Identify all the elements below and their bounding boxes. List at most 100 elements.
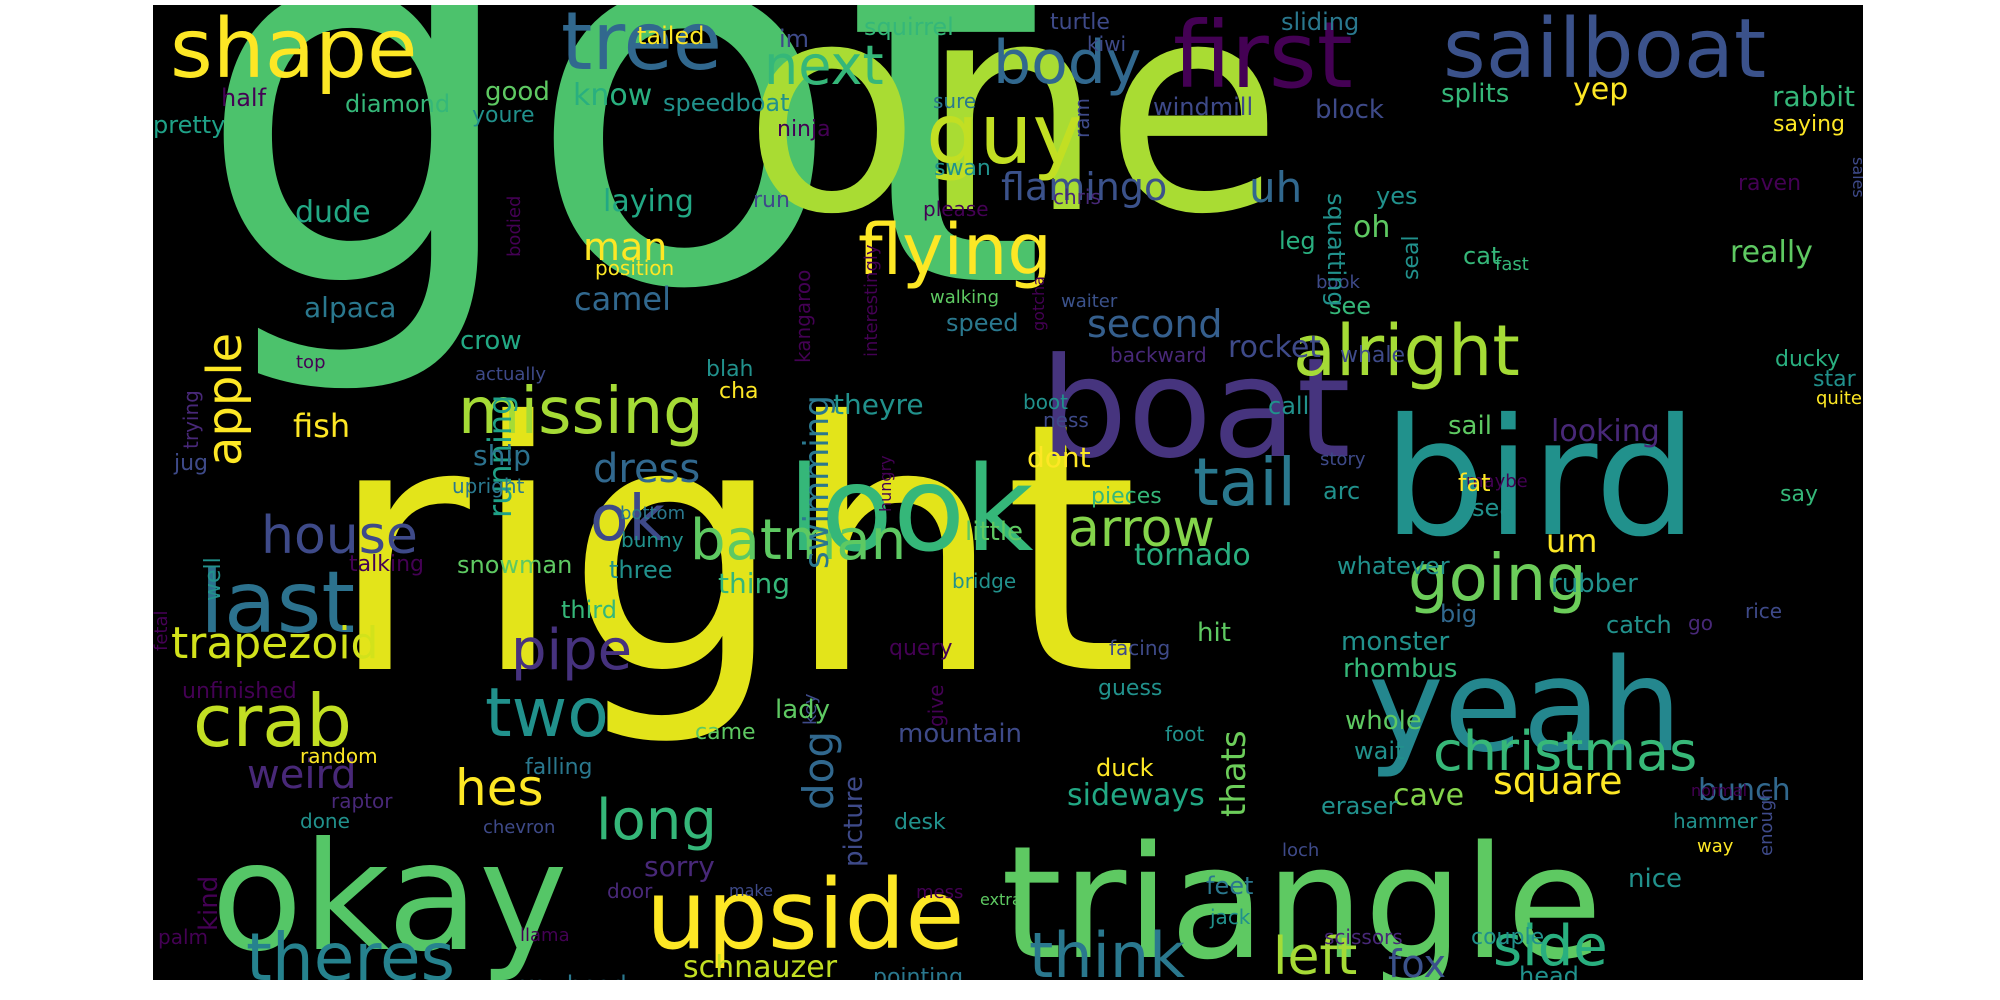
cloud-word-catch: catch — [1606, 611, 1672, 639]
cloud-word-rhombus: rhombus — [1343, 654, 1458, 684]
cloud-word-sailboat: sailboat — [1443, 5, 1767, 97]
cloud-word-unfinished: unfinished — [182, 679, 297, 704]
cloud-word-next: next — [764, 34, 884, 97]
cloud-word-whale: whale — [1340, 343, 1406, 368]
cloud-word-quite: quite — [1816, 388, 1862, 409]
cloud-word-query: query — [889, 636, 953, 661]
cloud-word-well: well — [201, 557, 226, 601]
cloud-word-christmas: christmas — [1433, 720, 1698, 783]
cloud-word-looking: looking — [1551, 414, 1660, 449]
cloud-word-gotcha: gotcha — [1029, 276, 1048, 331]
cloud-word-fat: fat — [1458, 469, 1491, 497]
cloud-word-right: right — [328, 350, 1139, 751]
cloud-word-yep: yep — [1573, 72, 1629, 107]
cloud-word-came: came — [695, 720, 756, 745]
cloud-word-random: random — [300, 744, 378, 768]
cloud-word-squatting: squatting — [1322, 193, 1350, 307]
cloud-word-sail: sail — [1448, 411, 1492, 441]
cloud-word-llama: llama — [520, 925, 570, 946]
cloud-word-palm: palm — [158, 925, 208, 949]
cloud-word-cat: cat — [1463, 242, 1501, 270]
cloud-word-eraser: eraser — [1321, 792, 1398, 820]
cloud-word-man: man — [583, 225, 668, 269]
cloud-word-arrowhead: arrowhead — [499, 973, 627, 980]
cloud-word-say: say — [1780, 482, 1818, 507]
cloud-word-fish: fish — [293, 407, 351, 445]
cloud-word-waiter: waiter — [1061, 291, 1118, 312]
cloud-word-going: going — [1408, 542, 1587, 616]
cloud-word-theres: theres — [246, 919, 455, 981]
cloud-word-fox: fox — [1388, 942, 1446, 980]
cloud-word-monster: monster — [1341, 627, 1450, 657]
cloud-word-ninja: ninja — [777, 117, 831, 142]
cloud-word-um: um — [1546, 522, 1598, 560]
cloud-word-rabbit: rabbit — [1772, 80, 1855, 113]
cloud-word-square: square — [1493, 759, 1623, 803]
cloud-word-little: little — [965, 517, 1024, 547]
cloud-word-star: star — [1813, 367, 1856, 392]
cloud-word-theyre: theyre — [833, 388, 924, 421]
cloud-word-interestingly: interestingly — [861, 244, 882, 357]
cloud-word-diamond: diamond — [345, 90, 451, 118]
cloud-word-loch: loch — [1282, 840, 1320, 861]
cloud-word-bunch: bunch — [1698, 773, 1791, 808]
cloud-word-big: big — [1440, 600, 1478, 628]
cloud-word-raptor: raptor — [331, 789, 393, 813]
cloud-word-backward: backward — [1110, 343, 1207, 367]
cloud-word-done: done — [300, 809, 350, 833]
cloud-word-hammer: hammer — [1673, 809, 1758, 833]
cloud-word-first: first — [1173, 5, 1353, 109]
cloud-word-thing: thing — [718, 567, 791, 600]
cloud-word-last: last — [200, 553, 356, 653]
cloud-word-look: look — [788, 440, 1034, 578]
cloud-word-kind: kind — [194, 875, 224, 931]
cloud-word-windmill: windmill — [1153, 93, 1254, 121]
cloud-word-speed: speed — [946, 309, 1019, 337]
cloud-word-yeah: yeah — [1368, 632, 1683, 781]
cloud-word-blah: blah — [706, 357, 754, 382]
cloud-word-two: two — [485, 674, 609, 753]
cloud-word-jug: jug — [174, 451, 209, 476]
cloud-word-fast: fast — [1495, 254, 1529, 275]
cloud-word-tornado: tornado — [1134, 538, 1251, 573]
cloud-word-got: got — [195, 5, 1048, 403]
cloud-word-way: way — [1697, 836, 1734, 857]
cloud-word-splits: splits — [1441, 79, 1510, 109]
cloud-word-schnauzer: schnauzer — [683, 950, 838, 981]
cloud-word-ness: ness — [1043, 408, 1089, 432]
cloud-word-ship: ship — [473, 439, 531, 472]
cloud-word-dress: dress — [593, 446, 701, 492]
cloud-word-weird: weird — [247, 752, 357, 798]
cloud-word-lady: lady — [775, 695, 831, 725]
cloud-word-door: door — [607, 879, 653, 903]
cloud-word-cha: cha — [719, 379, 759, 404]
cloud-word-chevron: chevron — [483, 817, 556, 838]
cloud-word-normal: normal — [1691, 781, 1748, 800]
cloud-word-please: please — [923, 197, 989, 221]
cloud-word-pieces: pieces — [1091, 484, 1162, 509]
cloud-word-flying: flying — [858, 209, 1052, 291]
cloud-word-hungry: hungry — [876, 455, 895, 512]
cloud-word-know: know — [573, 78, 653, 113]
cloud-word-dog: dog — [794, 730, 843, 810]
cloud-word-im: im — [779, 25, 810, 53]
cloud-word-boot: boot — [1023, 390, 1069, 414]
cloud-word-trapezoid: trapezoid — [171, 618, 379, 669]
cloud-word-run: run — [753, 188, 790, 213]
cloud-word-cave: cave — [1393, 778, 1465, 813]
cloud-word-story: story — [1320, 449, 1366, 470]
cloud-word-raven: raven — [1738, 171, 1802, 196]
cloud-word-position: position — [595, 256, 675, 280]
cloud-word-scissors: scissors — [1324, 925, 1403, 949]
cloud-word-foot: foot — [1165, 722, 1205, 746]
cloud-word-camel: camel — [574, 280, 671, 318]
cloud-word-ram: ram — [1070, 98, 1094, 138]
cloud-word-boat: boat — [1040, 328, 1351, 489]
cloud-word-speedboat: speedboat — [663, 89, 790, 117]
cloud-word-swimming: swimming — [797, 395, 837, 569]
cloud-word-desk: desk — [894, 810, 946, 835]
cloud-word-rubber: rubber — [1551, 569, 1638, 599]
cloud-word-book: book — [1316, 272, 1360, 293]
cloud-word-tail: tail — [1193, 444, 1296, 521]
cloud-word-saying: saying — [1773, 112, 1845, 137]
